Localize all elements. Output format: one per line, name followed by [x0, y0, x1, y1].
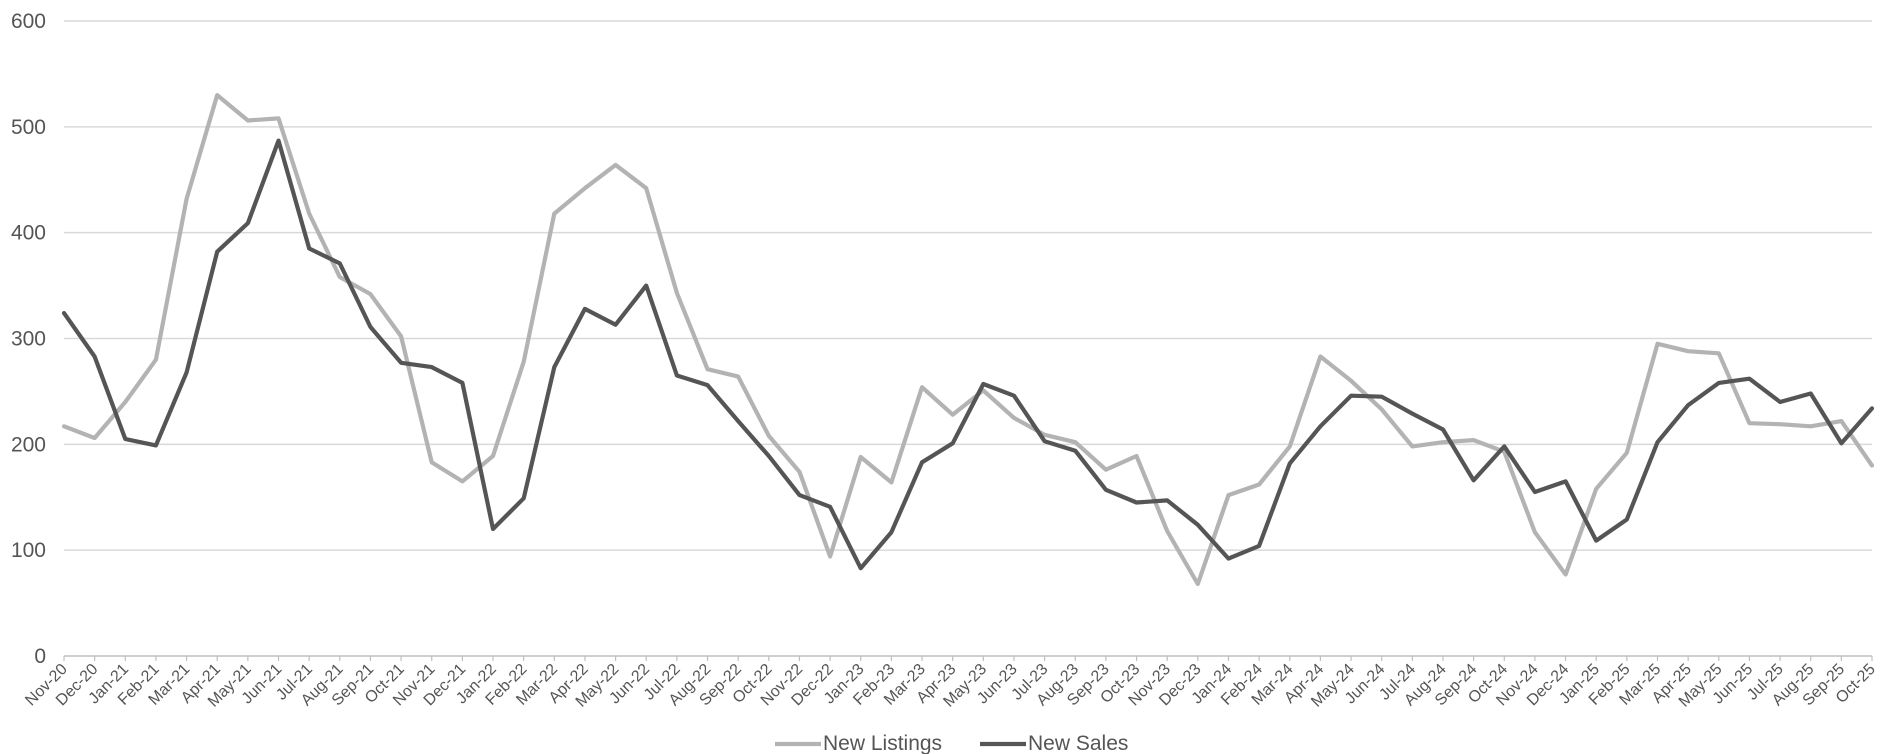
legend: New Listings New Sales: [775, 732, 1128, 754]
series-lines: [61, 92, 1875, 587]
legend-label: New Listings: [823, 732, 942, 754]
y-tick-label: 200: [11, 433, 46, 456]
y-tick-label: 100: [11, 539, 46, 562]
series-line-new-listings: [61, 92, 1875, 587]
grid-lines: [64, 20, 1872, 551]
y-axis: 0 100 200 300 400 500 600: [11, 10, 46, 668]
y-tick-label: 300: [11, 328, 46, 351]
series-line-new-sales: [61, 138, 1875, 571]
x-axis: Nov-20Dec-20Jan-21Feb-21Mar-21Apr-21May-…: [22, 655, 1879, 711]
y-tick-label: 400: [11, 222, 46, 245]
y-tick-label: 500: [11, 116, 46, 139]
legend-label: New Sales: [1028, 732, 1128, 754]
y-tick-label: 0: [34, 645, 46, 668]
y-tick-label: 600: [11, 10, 46, 33]
